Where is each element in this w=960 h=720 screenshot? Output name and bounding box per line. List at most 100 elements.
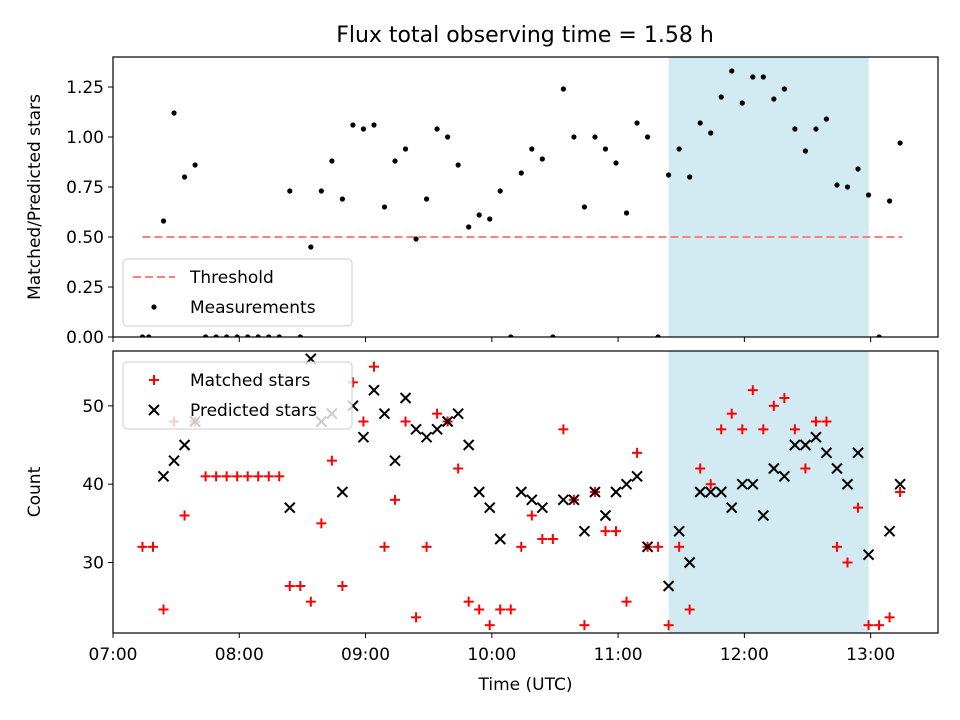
measurement-point xyxy=(297,334,303,337)
measurement-point xyxy=(781,86,787,92)
measurement-point xyxy=(245,334,251,337)
predicted-star-point xyxy=(536,501,549,514)
matched-star-point xyxy=(179,510,190,521)
predicted-star-point xyxy=(810,431,822,443)
measurement-point xyxy=(287,188,293,194)
matched-star-point xyxy=(537,534,548,544)
measurement-point xyxy=(886,198,893,204)
legend-box xyxy=(122,258,353,327)
predicted-star-point xyxy=(452,407,464,420)
measurement-point xyxy=(539,156,545,162)
matched-star-point xyxy=(695,463,706,474)
measurement-point xyxy=(792,126,798,132)
matched-star-point xyxy=(200,471,211,482)
measurement-point xyxy=(750,74,756,80)
predicted-star-point xyxy=(526,494,538,506)
predicted-star-point xyxy=(431,423,443,436)
matched-star-point xyxy=(831,541,842,552)
matched-star-point xyxy=(705,479,716,490)
measurement-point xyxy=(560,86,566,92)
predicted-star-point xyxy=(641,541,654,553)
matched-star-point xyxy=(810,416,821,427)
predicted-star-point xyxy=(747,478,759,490)
predicted-star-point xyxy=(683,556,696,569)
measurement-point xyxy=(666,172,672,178)
measurement-point xyxy=(771,96,777,102)
matched-star-point xyxy=(821,416,832,427)
axes-frame xyxy=(112,56,939,338)
legend-label: Threshold xyxy=(189,268,274,288)
matched-star-point xyxy=(390,494,401,505)
predicted-star-point xyxy=(831,462,843,475)
predicted-star-point xyxy=(410,423,422,436)
predicted-star-point xyxy=(673,525,685,537)
measurement-point xyxy=(423,196,430,202)
matched-star-point xyxy=(789,424,800,435)
matched-star-point xyxy=(211,471,222,482)
matched-star-point xyxy=(579,620,590,631)
measurement-point xyxy=(171,110,177,116)
legend-box xyxy=(122,361,353,430)
y-tick-label: 0.75 xyxy=(66,178,104,198)
matched-star-point xyxy=(368,361,379,372)
y-tick-label: 50 xyxy=(82,397,104,417)
measurement-point xyxy=(592,134,598,140)
measurement-point xyxy=(139,334,146,337)
measurement-point xyxy=(445,134,451,140)
legend-label: Predicted stars xyxy=(190,401,317,421)
measurement-point xyxy=(634,120,640,126)
observing-window-highlight xyxy=(668,57,869,337)
x-axis-label: Time (UTC) xyxy=(478,675,573,695)
predicted-star-point xyxy=(178,439,191,451)
measurement-point xyxy=(550,334,556,337)
matched-star-point xyxy=(558,424,569,435)
measurement-point xyxy=(413,236,419,242)
measurement-point xyxy=(266,334,272,337)
legend-matched-swatch xyxy=(149,375,159,385)
matched-star-point xyxy=(874,620,885,631)
measurement-point xyxy=(602,146,609,152)
matched-star-point xyxy=(800,463,811,474)
predicted-star-point xyxy=(631,470,643,483)
x-tick-label: 09:00 xyxy=(341,645,390,665)
predicted-star-point xyxy=(862,548,875,561)
y-tick-label: 0.00 xyxy=(66,328,104,348)
predicted-star-point xyxy=(662,580,675,592)
matched-star-point xyxy=(274,471,285,482)
measurement-point xyxy=(708,130,714,136)
matched-star-point xyxy=(484,620,495,631)
measurement-point xyxy=(192,162,198,168)
observing-window-highlight xyxy=(668,351,869,633)
predicted-star-point xyxy=(799,439,812,451)
y-tick-label: 0.50 xyxy=(66,228,104,248)
matched-star-point xyxy=(137,541,148,552)
plot-area xyxy=(137,353,906,631)
x-tick-label: 10:00 xyxy=(467,645,516,665)
measurement-point xyxy=(823,116,830,122)
predicted-star-point xyxy=(462,439,475,451)
matched-star-point xyxy=(495,604,506,615)
axes-frame xyxy=(112,350,939,634)
measurement-point xyxy=(371,122,377,128)
matched-star-point xyxy=(768,400,779,411)
x-tick-label: 11:00 xyxy=(594,645,643,665)
predicted-star-point xyxy=(484,501,496,514)
matched-star-point xyxy=(653,541,664,552)
x-tick-label: 13:00 xyxy=(846,645,895,665)
matched-star-point xyxy=(358,416,369,427)
matched-star-point xyxy=(853,502,864,513)
measurement-point xyxy=(181,174,188,180)
predicted-star-point xyxy=(168,454,180,467)
legend-label: Measurements xyxy=(190,298,316,318)
predicted-star-point xyxy=(515,486,527,498)
predicted-star-point xyxy=(578,525,591,537)
predicted-star-point xyxy=(820,447,833,459)
predicted-star-point xyxy=(589,486,601,498)
predicted-star-point xyxy=(694,486,706,498)
measurement-point xyxy=(718,94,724,100)
count-panel: 30 40 50 07:00 08:00 09:00 10:00 11:00 12:00 13:0… xyxy=(25,350,939,695)
measurement-point xyxy=(697,120,703,126)
matched-star-point xyxy=(158,604,169,615)
y-tick-label: 1.25 xyxy=(66,78,104,98)
